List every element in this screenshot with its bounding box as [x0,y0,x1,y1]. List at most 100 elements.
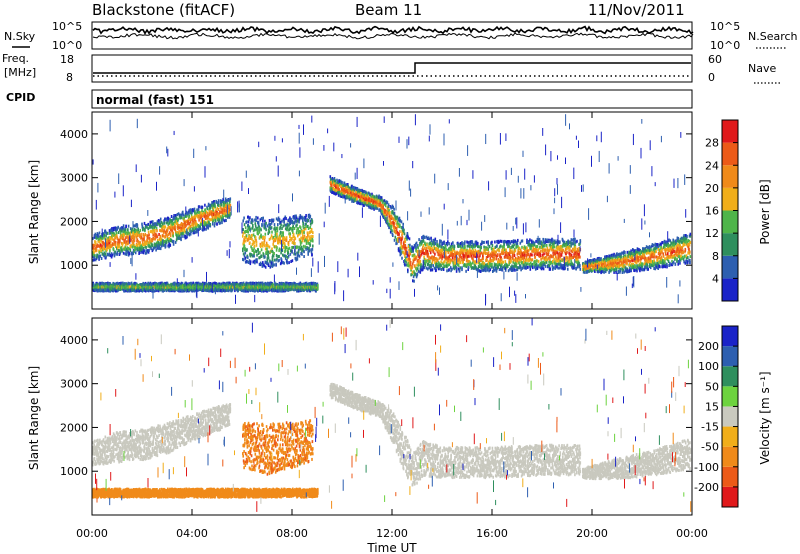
power-data-cell [227,211,230,215]
power-data-cell [179,213,182,217]
power-data-cell [258,230,261,234]
power-data-cell [615,268,618,272]
power-data-cell [192,218,194,222]
power-data-cell [164,217,166,221]
power-data-cell [257,216,259,220]
power-data-cell [282,224,284,228]
power-data-cell [390,224,393,228]
power-data-cell [92,253,95,257]
power-data-cell [384,204,387,208]
power-data-cell [207,224,209,228]
power-data-cell [626,261,628,265]
power-data-cell [280,261,283,265]
power-data-cell [137,246,140,250]
power-data-cell [309,214,312,218]
power-data-cell [480,246,482,249]
power-data-cell [287,254,290,258]
power-data-cell [202,212,205,216]
power-data-cell [187,219,190,223]
power-data-cell [303,231,305,235]
power-data-cell [165,232,167,236]
power-data-cell [435,262,438,266]
power-data-cell [142,226,145,230]
power-data-cell [459,261,462,265]
power-data-cell [265,221,267,225]
power-data-cell [112,248,115,252]
power-data-cell [182,213,185,217]
power-data-cell [149,226,151,230]
cpid-label: CPID [6,91,35,104]
power-data-cell [144,251,147,255]
power-data-cell [224,201,227,205]
power-data-cell [126,231,129,235]
power-data-cell [305,225,307,229]
power-data-cell [121,229,123,233]
power-data-cell [194,230,197,234]
power-data-cell [204,208,207,212]
power-data-cell [194,212,197,216]
power-data-cell [455,266,458,270]
station-title: Blackstone (fitACF) [92,1,235,19]
power-data-cell [279,237,282,241]
power-data-cell [202,225,204,229]
power-data-cell [146,238,149,242]
power-data-cell [216,222,218,226]
power-data-cell [103,236,105,240]
power-data-cell [220,219,223,223]
power-data-cell [104,230,107,234]
power-data-cell [177,231,180,235]
power-data-cell [108,238,110,242]
power-data-cell [615,270,617,274]
power-data-cell [224,197,227,201]
power-data-cell [413,279,415,283]
power-data-cell [257,248,259,252]
power-data-cell [163,219,166,223]
power-data-cell [124,239,126,243]
power-data-cell [179,216,182,220]
power-data-cell [142,237,144,241]
power-data-cell [226,200,228,204]
power-data-cell [193,226,195,230]
power-data-cell [305,214,307,217]
power-data-cell [212,206,215,210]
power-data-cell [151,239,154,242]
power-data-cell [111,253,114,257]
power-data-cell [215,215,217,219]
power-data-cell [157,221,159,225]
power-data-cell [552,266,555,270]
power-data-cell [210,203,213,207]
power-data-cell [169,234,172,238]
power-data-cell [259,245,262,248]
power-data-cell [308,246,310,250]
power-data-cell [252,219,254,223]
power-data-cell [157,219,160,222]
power-data-cell [229,212,232,216]
power-data-cell [206,207,209,211]
power-data-cell [146,225,148,229]
power-data-cell [214,219,217,223]
power-data-cell [201,209,203,212]
power-data-cell [242,249,244,253]
power-data-cell [309,243,312,247]
power-data-cell [304,219,307,222]
power-data-cell [214,205,217,209]
power-data-cell [436,240,438,243]
power-data-cell [138,230,140,234]
power-data-cell [117,246,119,250]
power-data-cell [189,227,192,231]
power-data-cell [296,245,299,249]
power-data-cell [531,253,533,257]
power-data-cell [212,210,214,214]
power-data-cell [247,226,249,230]
power-data-cell [159,220,161,224]
power-data-cell [172,226,174,230]
power-data-cell [158,222,160,226]
power-data-cell [489,268,492,272]
power-data-cell [136,243,139,247]
power-data-cell [273,258,276,262]
power-data-cell [100,238,102,242]
power-data-cell [487,251,490,255]
power-data-cell [272,218,275,222]
power-data-cell [437,258,439,262]
power-data-cell [505,248,507,252]
